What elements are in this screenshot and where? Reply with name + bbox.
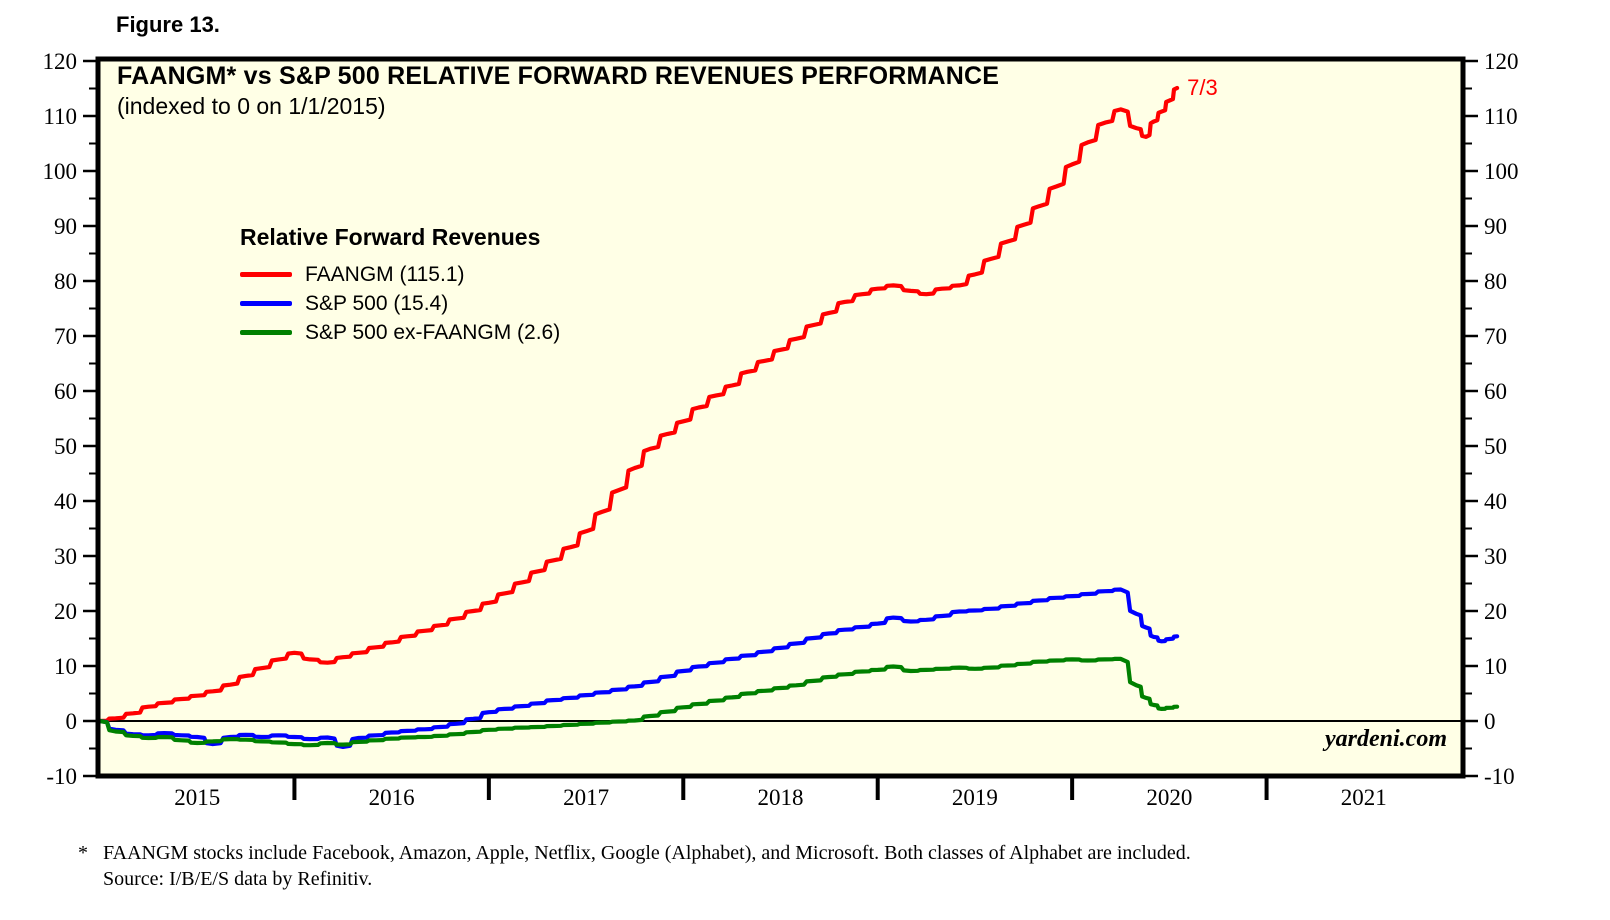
y-tick-label-right: 100 — [1484, 159, 1519, 184]
y-tick-label-left: 20 — [54, 599, 77, 624]
legend-label-sp500: S&P 500 (15.4) — [305, 291, 449, 315]
y-tick-label-left: 60 — [54, 379, 77, 404]
legend-item-sp500: S&P 500 (15.4) — [240, 289, 560, 318]
faangm-line-swatch — [240, 272, 292, 277]
legend-label-faangm: FAANGM (115.1) — [305, 262, 465, 286]
footnote-line1: FAANGM stocks include Facebook, Amazon, … — [103, 842, 1191, 864]
plot-frame — [95, 56, 1466, 779]
x-tick-label: 2015 — [174, 785, 220, 810]
y-tick-label-left: -10 — [46, 764, 77, 789]
x-tick-label: 2019 — [952, 785, 998, 810]
y-tick-label-right: 0 — [1484, 709, 1496, 734]
y-tick-label-left: 50 — [54, 434, 77, 459]
y-tick-label-right: -10 — [1484, 764, 1515, 789]
y-tick-label-left: 0 — [66, 709, 78, 734]
y-tick-label-left: 70 — [54, 324, 77, 349]
y-tick-label-left: 30 — [54, 544, 77, 569]
y-tick-label-right: 50 — [1484, 434, 1507, 459]
x-tick-label: 2016 — [369, 785, 415, 810]
series-line-s-p-500-ex-faangm — [97, 656, 1180, 748]
y-tick-label-left: 40 — [54, 489, 77, 514]
y-tick-label-right: 80 — [1484, 269, 1507, 294]
y-tick-label-left: 110 — [43, 104, 77, 129]
y-tick-label-left: 90 — [54, 214, 77, 239]
latest-date-annotation: 7/3 — [1187, 74, 1218, 100]
footnote-asterisk: * — [78, 842, 88, 864]
plot-background — [96, 57, 1465, 778]
x-tick-label: 2017 — [563, 785, 609, 810]
y-tick-label-right: 40 — [1484, 489, 1507, 514]
y-tick-label-right: 10 — [1484, 654, 1507, 679]
y-tick-label-right: 90 — [1484, 214, 1507, 239]
x-tick-label: 2018 — [758, 785, 804, 810]
footnote-line2: Source: I/B/E/S data by Refinitiv. — [103, 868, 373, 890]
y-tick-label-left: 100 — [43, 159, 78, 184]
y-tick-label-right: 120 — [1484, 49, 1519, 74]
y-tick-label-left: 10 — [54, 654, 77, 679]
legend-item-faangm: FAANGM (115.1) — [240, 260, 560, 289]
series-line-faangm — [97, 85, 1180, 724]
legend-title: Relative Forward Revenues — [240, 224, 541, 250]
y-tick-label-right: 70 — [1484, 324, 1507, 349]
y-tick-label-left: 120 — [43, 49, 78, 74]
y-tick-label-left: 80 — [54, 269, 77, 294]
series-line-s-p-500 — [97, 587, 1180, 749]
y-tick-label-right: 20 — [1484, 599, 1507, 624]
branding-yardeni: yardeni.com — [1325, 726, 1447, 752]
sp500-line-swatch — [240, 301, 292, 306]
y-tick-label-right: 30 — [1484, 544, 1507, 569]
footnote: * FAANGM stocks include Facebook, Amazon… — [78, 840, 1191, 892]
legend-item-sp500-ex-faangm: S&P 500 ex-FAANGM (2.6) — [240, 318, 560, 347]
legend: Relative Forward Revenues FAANGM (115.1)… — [240, 224, 560, 347]
sp500-ex-faangm-line-swatch — [240, 330, 292, 335]
figure-label: Figure 13. — [116, 12, 220, 37]
y-tick-label-right: 110 — [1484, 104, 1518, 129]
y-tick-label-right: 60 — [1484, 379, 1507, 404]
x-tick-label: 2021 — [1341, 785, 1387, 810]
x-tick-label: 2020 — [1146, 785, 1192, 810]
chart-subtitle: (indexed to 0 on 1/1/2015) — [117, 93, 386, 119]
chart-title: FAANGM* vs S&P 500 RELATIVE FORWARD REVE… — [117, 62, 1000, 90]
legend-label-sp500-ex-faangm: S&P 500 ex-FAANGM (2.6) — [305, 320, 561, 344]
